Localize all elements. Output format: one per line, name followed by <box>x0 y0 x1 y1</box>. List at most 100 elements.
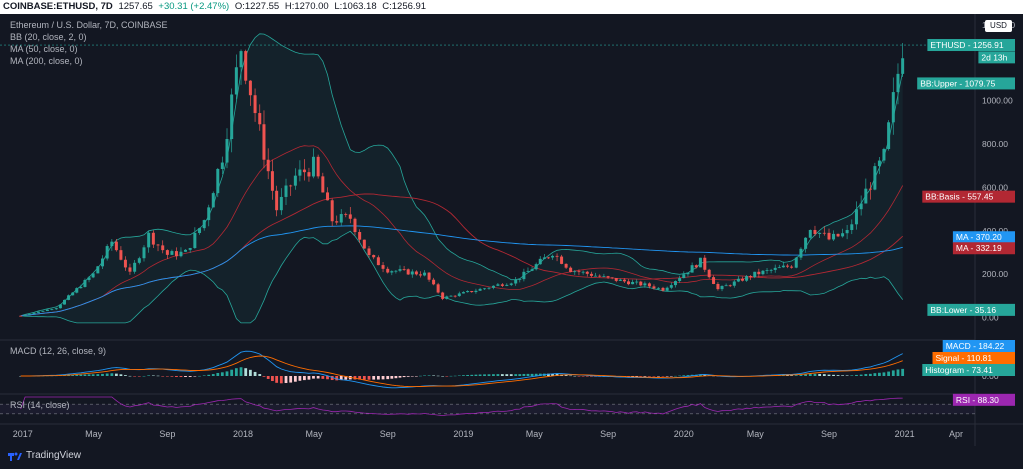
candle-body <box>298 169 302 176</box>
candle-body <box>859 203 863 210</box>
macd-tag-bg <box>922 364 1015 376</box>
rsi-line <box>20 396 903 417</box>
candle-body <box>639 281 643 286</box>
candle-body <box>854 209 858 225</box>
macd-histogram-bar <box>547 373 550 376</box>
candle-body <box>105 246 109 259</box>
ma200-legend[interactable]: MA (200, close, 0) <box>10 56 83 66</box>
candle-body <box>813 229 817 234</box>
macd-histogram-bar <box>483 374 486 376</box>
price-tags: ETHUSD - 1256.91 2d 13h BB:Upper - 1079.75… <box>917 39 1015 316</box>
price-axis-label: 400.00 <box>982 226 1008 236</box>
macd-histogram-bar <box>258 374 262 376</box>
macd-histogram-bar <box>474 374 478 376</box>
macd-histogram-bar <box>225 371 229 376</box>
macd-histogram-bar <box>457 375 461 376</box>
macd-histogram-bar <box>165 376 169 377</box>
macd-histogram-bar <box>234 368 238 376</box>
candle-body <box>665 287 669 291</box>
macd-histogram-bar <box>530 373 534 376</box>
candle-body <box>690 265 694 273</box>
candle-body <box>474 290 478 293</box>
macd-histogram-bar <box>271 376 274 382</box>
candle-body <box>887 122 891 150</box>
macd-histogram-bar <box>635 376 639 377</box>
candle-body <box>850 224 854 231</box>
candle-body <box>54 308 58 310</box>
candle-body <box>868 188 872 190</box>
macd-histogram-bar <box>335 376 339 381</box>
candle-body <box>496 284 500 286</box>
rsi-legend[interactable]: RSI (14, close) <box>10 400 70 410</box>
candle-body <box>344 214 348 215</box>
time-axis-label: May <box>526 429 544 439</box>
ma50-legend[interactable]: MA (50, close, 0) <box>10 44 78 54</box>
candle-body <box>560 256 564 264</box>
macd-histogram-bar <box>289 376 293 383</box>
macd-histogram-bar <box>678 375 682 377</box>
candle-body <box>28 313 32 315</box>
macd-histogram-bar <box>124 375 127 376</box>
candle-body <box>436 284 440 293</box>
candle-body <box>151 232 155 245</box>
candle-body <box>258 113 262 125</box>
price-axis[interactable]: 1 000.001000.00800.00600.00400.00200.000… <box>982 20 1015 323</box>
candle-body <box>284 185 288 197</box>
price-tag-bg <box>922 190 1015 203</box>
macd-histogram-bar <box>101 373 104 376</box>
price-tag-bg <box>917 77 1015 90</box>
chart-title-legend[interactable]: Ethereum / U.S. Dollar, 7D, COINBASE <box>10 20 168 30</box>
macd-histogram-bar <box>367 376 371 380</box>
candle-body <box>244 51 248 81</box>
bb-legend[interactable]: BB (20, close, 2, 0) <box>10 32 87 42</box>
candle-body <box>372 255 376 258</box>
tradingview-logo[interactable]: TradingView <box>8 450 81 461</box>
symbol-name[interactable]: COINBASE:ETHUSD, 7D <box>3 1 113 12</box>
candle-body <box>694 265 698 268</box>
macd-histogram-bar <box>96 374 100 376</box>
candle-body <box>753 271 757 278</box>
macd-histogram-bar <box>827 374 831 376</box>
candle-body <box>656 287 660 289</box>
candle-body <box>449 295 453 297</box>
price-chart[interactable]: 1 000.001000.00800.00600.00400.00200.000… <box>0 14 1023 446</box>
macd-histogram-bar <box>551 373 554 376</box>
candle-body <box>83 279 87 287</box>
candle-body <box>128 267 132 272</box>
candle-body <box>165 250 169 255</box>
macd-histogram-bar <box>75 374 79 376</box>
macd-histogram-bar <box>156 375 160 377</box>
candle-body <box>406 269 410 275</box>
candle-body <box>882 149 886 161</box>
candle-body <box>518 279 522 280</box>
time-axis-label: 2021 <box>895 429 915 439</box>
candle-body <box>622 279 626 282</box>
candle-body <box>777 267 781 269</box>
candle-body <box>311 156 315 177</box>
macd-legend[interactable]: MACD (12, 26, close, 9) <box>10 346 107 356</box>
macd-histogram-bar <box>316 376 320 379</box>
macd-histogram-bar <box>398 376 402 378</box>
rsi-pane[interactable]: RSI - 88.30 <box>0 393 1015 417</box>
price-change: +30.31 (+2.47%) <box>158 1 230 12</box>
bb-upper-line <box>20 33 904 317</box>
macd-histogram-bar <box>184 376 187 378</box>
candle-body <box>248 80 252 96</box>
macd-histogram-bar <box>514 374 518 376</box>
macd-histogram-bar <box>386 376 390 380</box>
time-axis[interactable]: 2017 May Sep 2018 May Sep 2019 May Sep 2020 May Sep… <box>13 429 963 439</box>
macd-histogram-bar <box>478 374 482 376</box>
macd-histogram-bar <box>878 372 881 376</box>
candle-body <box>234 67 238 95</box>
macd-histogram-bar <box>344 376 348 380</box>
candle-body <box>183 249 187 252</box>
macd-histogram-bar <box>71 374 75 376</box>
macd-histogram-bar <box>522 373 526 376</box>
candlestick-series[interactable] <box>19 43 905 317</box>
candle-body <box>62 299 66 305</box>
macd-histogram-bar <box>147 375 151 376</box>
ma200-line <box>20 225 903 317</box>
candle-body <box>142 247 146 259</box>
currency-button[interactable]: USD <box>985 20 1012 32</box>
